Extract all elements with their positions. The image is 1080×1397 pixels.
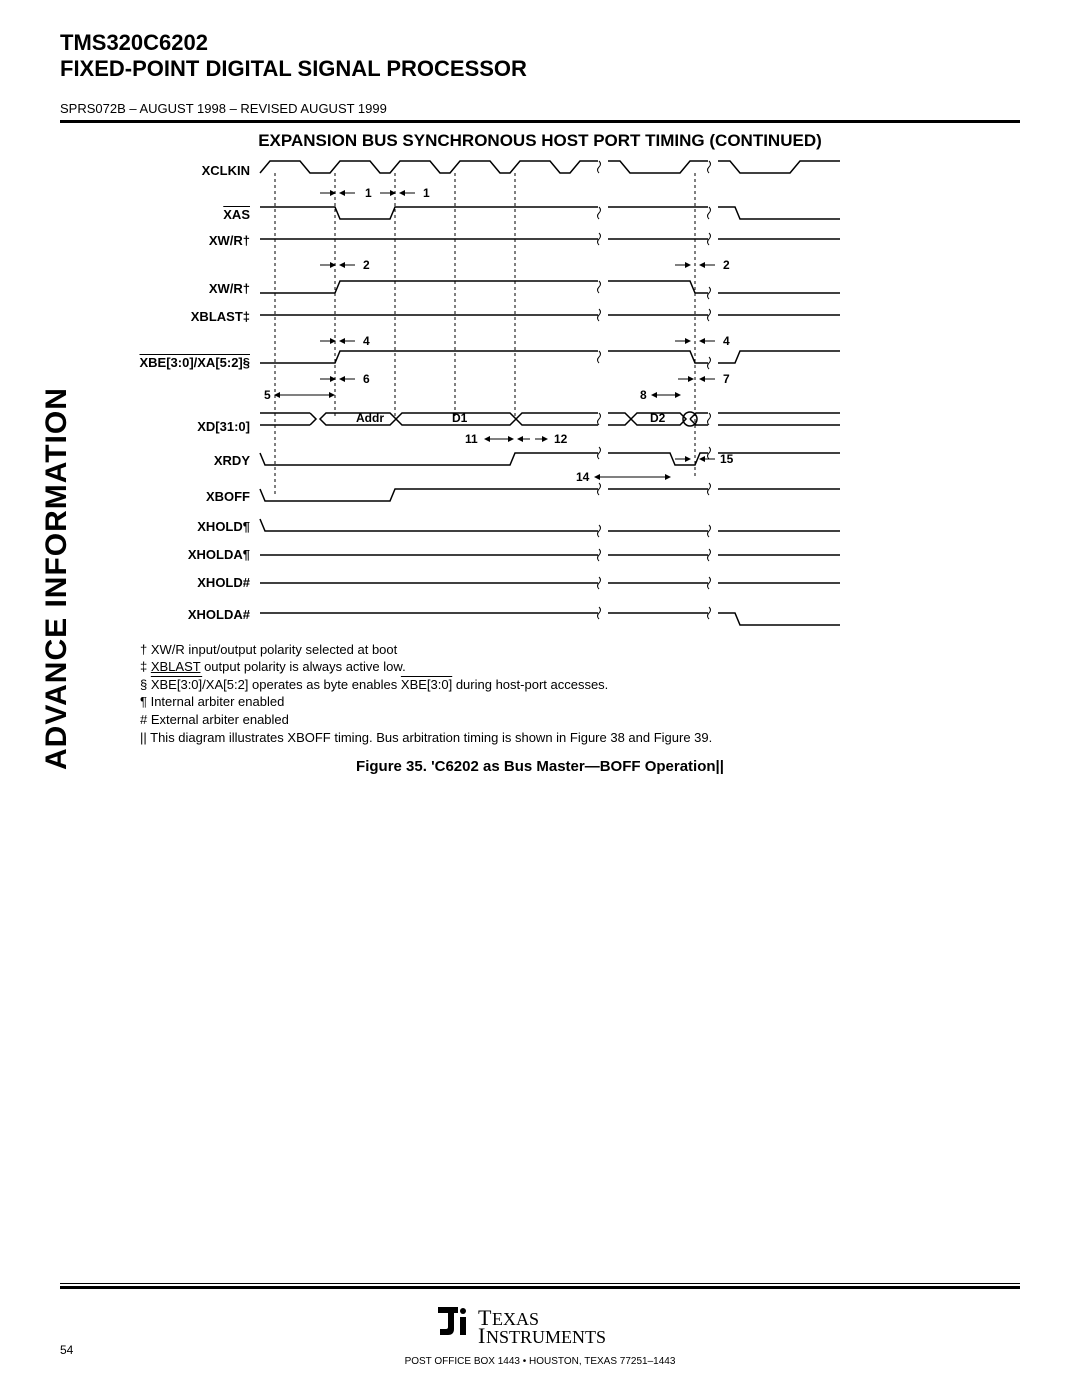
svg-text:2: 2: [723, 258, 730, 272]
note-2: ‡ XBLAST output polarity is always activ…: [140, 658, 1020, 676]
label-xwr1: XW/R†: [130, 233, 250, 248]
label-xd: XD[31:0]: [130, 419, 250, 434]
label-xholda2: XHOLDA#: [130, 607, 250, 622]
side-label: ADVANCE INFORMATION: [40, 387, 74, 770]
label-xwr2: XW/R†: [130, 281, 250, 296]
footer-address: POST OFFICE BOX 1443 • HOUSTON, TEXAS 77…: [60, 1356, 1020, 1367]
note-1: † XW/R input/output polarity selected at…: [140, 641, 1020, 659]
svg-text:4: 4: [723, 334, 730, 348]
footnotes: † XW/R input/output polarity selected at…: [140, 641, 1020, 746]
ti-logo-icon: T EXAS I NSTRUMENTS: [430, 1299, 650, 1354]
timing-svg: 1 1 2 2 4 4: [140, 157, 940, 637]
label-xrdy: XRDY: [130, 453, 250, 468]
doc-info: SPRS072B – AUGUST 1998 – REVISED AUGUST …: [60, 101, 1020, 116]
svg-text:D2: D2: [650, 411, 666, 425]
label-xboff: XBOFF: [130, 489, 250, 504]
footer-rule-thin: [60, 1283, 1020, 1284]
note-6: || This diagram illustrates XBOFF timing…: [140, 729, 1020, 747]
label-xclkin: XCLKIN: [130, 163, 250, 178]
svg-text:8: 8: [640, 388, 647, 402]
note-4: ¶ Internal arbiter enabled: [140, 693, 1020, 711]
svg-text:NSTRUMENTS: NSTRUMENTS: [486, 1327, 606, 1347]
label-xhold2: XHOLD#: [130, 575, 250, 590]
page-footer: T EXAS I NSTRUMENTS POST OFFICE BOX 1443…: [60, 1283, 1020, 1367]
note-3: § XBE[3:0]/XA[5:2] operates as byte enab…: [140, 676, 1020, 694]
label-xholda1: XHOLDA¶: [130, 547, 250, 562]
timing-diagram: XCLKIN XAS XW/R† XW/R† XBLAST‡ XBE[3:0]/…: [140, 157, 1020, 637]
label-xas: XAS: [130, 207, 250, 222]
svg-text:2: 2: [363, 258, 370, 272]
svg-text:EXAS: EXAS: [492, 1309, 539, 1329]
header-block: TMS320C6202 FIXED-POINT DIGITAL SIGNAL P…: [60, 30, 1020, 123]
svg-text:11: 11: [465, 432, 478, 446]
title-line2: FIXED-POINT DIGITAL SIGNAL PROCESSOR: [60, 56, 1020, 82]
note-5: # External arbiter enabled: [140, 711, 1020, 729]
svg-text:14: 14: [576, 470, 590, 484]
svg-text:Addr: Addr: [356, 411, 384, 425]
footer-rule-heavy: [60, 1286, 1020, 1289]
svg-text:5: 5: [264, 388, 271, 402]
label-xblast: XBLAST‡: [130, 309, 250, 324]
figure-caption: Figure 35. 'C6202 as Bus Master—BOFF Ope…: [60, 758, 1020, 775]
svg-text:4: 4: [363, 334, 370, 348]
svg-text:15: 15: [720, 452, 734, 466]
title-line1: TMS320C6202: [60, 30, 1020, 56]
svg-text:1: 1: [423, 186, 430, 200]
section-title: EXPANSION BUS SYNCHRONOUS HOST PORT TIMI…: [60, 131, 1020, 151]
svg-text:1: 1: [365, 186, 372, 200]
svg-text:I: I: [478, 1323, 485, 1348]
header-rule: [60, 120, 1020, 123]
svg-text:6: 6: [363, 372, 370, 386]
svg-text:D1: D1: [452, 411, 468, 425]
page-number: 54: [60, 1343, 73, 1357]
svg-text:12: 12: [554, 432, 568, 446]
svg-text:7: 7: [723, 372, 730, 386]
label-xbexa: XBE[3:0]/XA[5:2]§: [130, 355, 250, 370]
label-xhold1: XHOLD¶: [130, 519, 250, 534]
